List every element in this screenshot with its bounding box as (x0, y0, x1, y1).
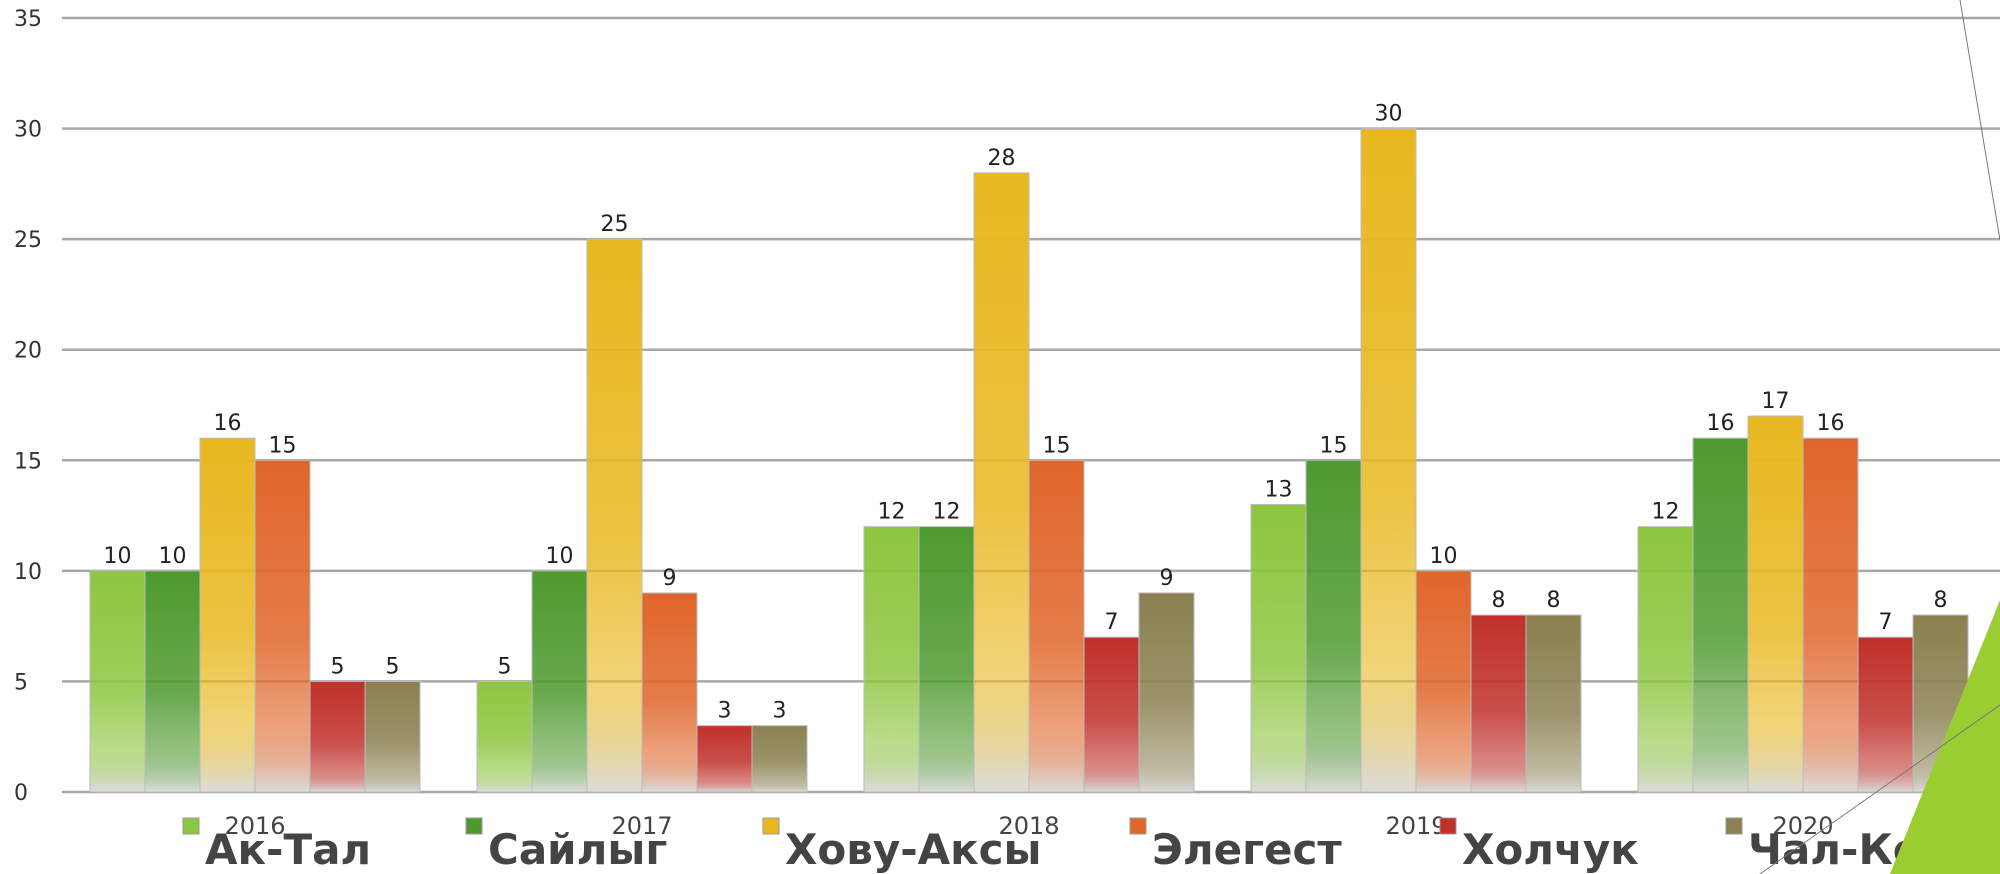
data-label: 7 (1879, 610, 1893, 635)
legend-swatch (762, 817, 780, 835)
data-label: 12 (878, 500, 906, 525)
bar (1637, 526, 1694, 793)
bar (144, 570, 201, 793)
data-label: 10 (159, 544, 187, 569)
data-label: 10 (104, 544, 132, 569)
bar (1692, 437, 1749, 793)
data-label: 9 (663, 566, 677, 591)
bar (1360, 128, 1417, 793)
y-tick-label: 15 (14, 449, 42, 474)
data-label: 8 (1934, 588, 1948, 613)
x-category-label: 2017 (611, 812, 672, 840)
x-category-label: 2016 (224, 812, 285, 840)
legend-swatch (1725, 817, 1743, 835)
data-label: 3 (773, 699, 787, 724)
data-label: 7 (1105, 610, 1119, 635)
bar (476, 680, 533, 793)
data-label: 9 (1160, 566, 1174, 591)
data-label: 10 (1430, 544, 1458, 569)
data-label: 3 (718, 699, 732, 724)
data-label: 5 (386, 654, 400, 679)
bar (586, 238, 643, 793)
data-label: 12 (933, 500, 961, 525)
y-axis-ticks: 0 5 10 15 20 25 30 35 (14, 7, 42, 806)
bar (918, 526, 975, 793)
y-tick-label: 5 (14, 670, 28, 695)
bar (89, 570, 146, 793)
bar (641, 592, 698, 793)
bar (531, 570, 588, 793)
data-labels: 10 10 16 15 5 5 5 10 25 9 3 3 12 12 28 15 7 9 13 15 30 10 8 8 12… (104, 102, 1948, 724)
legend-swatch (1439, 817, 1457, 835)
data-label: 13 (1265, 478, 1293, 503)
bar (1802, 437, 1859, 793)
legend-entry: Ак-Тал (205, 825, 371, 874)
data-label: 8 (1547, 588, 1561, 613)
data-label: 5 (331, 654, 345, 679)
y-tick-label: 20 (14, 339, 42, 364)
legend-swatch (1129, 817, 1147, 835)
x-axis-categories: 2016 2017 2018 2019 2020 (224, 812, 1833, 840)
data-label: 12 (1652, 500, 1680, 525)
data-label: 15 (1320, 433, 1348, 458)
data-label: 10 (546, 544, 574, 569)
data-label: 28 (988, 146, 1016, 171)
data-label: 17 (1762, 389, 1790, 414)
data-label: 5 (498, 654, 512, 679)
data-label: 30 (1375, 102, 1403, 127)
bar (364, 680, 421, 793)
bar (254, 459, 311, 793)
legend-entry: Хову-Аксы (785, 825, 1042, 874)
y-tick-label: 0 (14, 781, 28, 806)
data-label: 25 (601, 212, 629, 237)
bar (973, 172, 1030, 793)
x-category-label: 2018 (998, 812, 1059, 840)
x-category-label: 2019 (1385, 812, 1446, 840)
bar (1028, 459, 1085, 793)
bar (696, 725, 753, 793)
data-label: 16 (214, 411, 242, 436)
data-label: 16 (1707, 411, 1735, 436)
legend-swatch (465, 817, 483, 835)
data-label: 16 (1817, 411, 1845, 436)
bar (1470, 614, 1527, 793)
legend: Ак-Тал Сайлыг Хову-Аксы Элегест Холчук Чал-Ке… (182, 817, 2000, 874)
bar (1083, 636, 1140, 793)
y-tick-label: 35 (14, 7, 42, 32)
legend-swatch (182, 817, 200, 835)
data-label: 15 (269, 433, 297, 458)
bar (1857, 636, 1914, 793)
bar (1305, 459, 1362, 793)
bar (1250, 504, 1307, 793)
y-tick-label: 10 (14, 560, 42, 585)
slide-decoration (1759, 0, 2000, 874)
data-label: 15 (1043, 433, 1071, 458)
x-category-label: 2020 (1772, 812, 1833, 840)
bar (1525, 614, 1582, 793)
legend-entry: Элегест (1152, 825, 1342, 874)
bar (199, 437, 256, 793)
bar (1138, 592, 1195, 793)
bar (1747, 415, 1804, 793)
legend-entry: Сайлыг (488, 825, 667, 874)
data-label: 8 (1492, 588, 1506, 613)
y-tick-label: 25 (14, 228, 42, 253)
bar (751, 725, 808, 793)
bar (863, 526, 920, 793)
bar (1415, 570, 1472, 793)
legend-entry: Холчук (1462, 825, 1639, 874)
y-tick-label: 30 (14, 118, 42, 143)
bar (309, 680, 366, 793)
